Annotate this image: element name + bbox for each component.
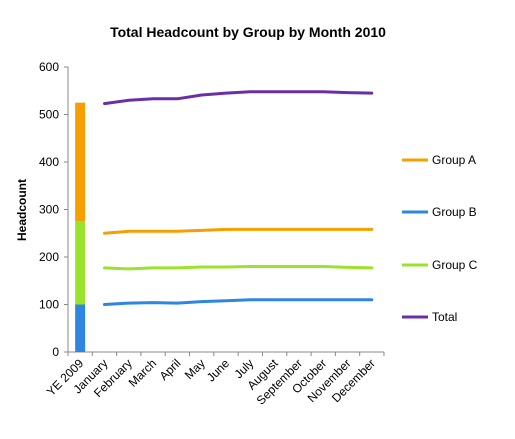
y-axis-label: Headcount	[15, 179, 29, 241]
y-tick-label: 200	[39, 250, 59, 264]
series-line-group-b	[103, 298, 374, 306]
x-tick-label: April	[157, 356, 184, 383]
legend-label-group-b: Group B	[432, 205, 477, 219]
y-tick-label: 300	[39, 203, 59, 217]
series-line-total	[103, 90, 374, 106]
y-tick-labels: 0 100 200 300 400 500 600	[39, 60, 59, 359]
legend-label-group-c: Group C	[432, 258, 478, 272]
legend-label-total: Total	[432, 310, 457, 324]
y-tick-label: 100	[39, 298, 59, 312]
x-tick-label: June	[204, 356, 233, 385]
axes	[64, 66, 385, 356]
chart-title: Total Headcount by Group by Month 2010	[110, 24, 386, 40]
bar-segment-group-a	[75, 102, 86, 222]
series-line-group-a	[103, 227, 374, 235]
series-line-group-c	[103, 265, 374, 271]
x-tick-label: March	[126, 356, 159, 389]
bar-segment-group-b	[75, 304, 86, 352]
y-tick-label: 400	[39, 155, 59, 169]
y-tick-label: 0	[52, 345, 59, 359]
y-tick-label: 500	[39, 108, 59, 122]
baseline-bar	[75, 102, 86, 352]
y-tick-label: 600	[39, 60, 59, 74]
legend: Group A Group B Group C Total	[402, 153, 478, 324]
bar-segment-group-c	[75, 221, 86, 305]
legend-label-group-a: Group A	[432, 153, 476, 167]
series-lines	[103, 90, 374, 306]
x-tick-label: May	[182, 356, 208, 382]
